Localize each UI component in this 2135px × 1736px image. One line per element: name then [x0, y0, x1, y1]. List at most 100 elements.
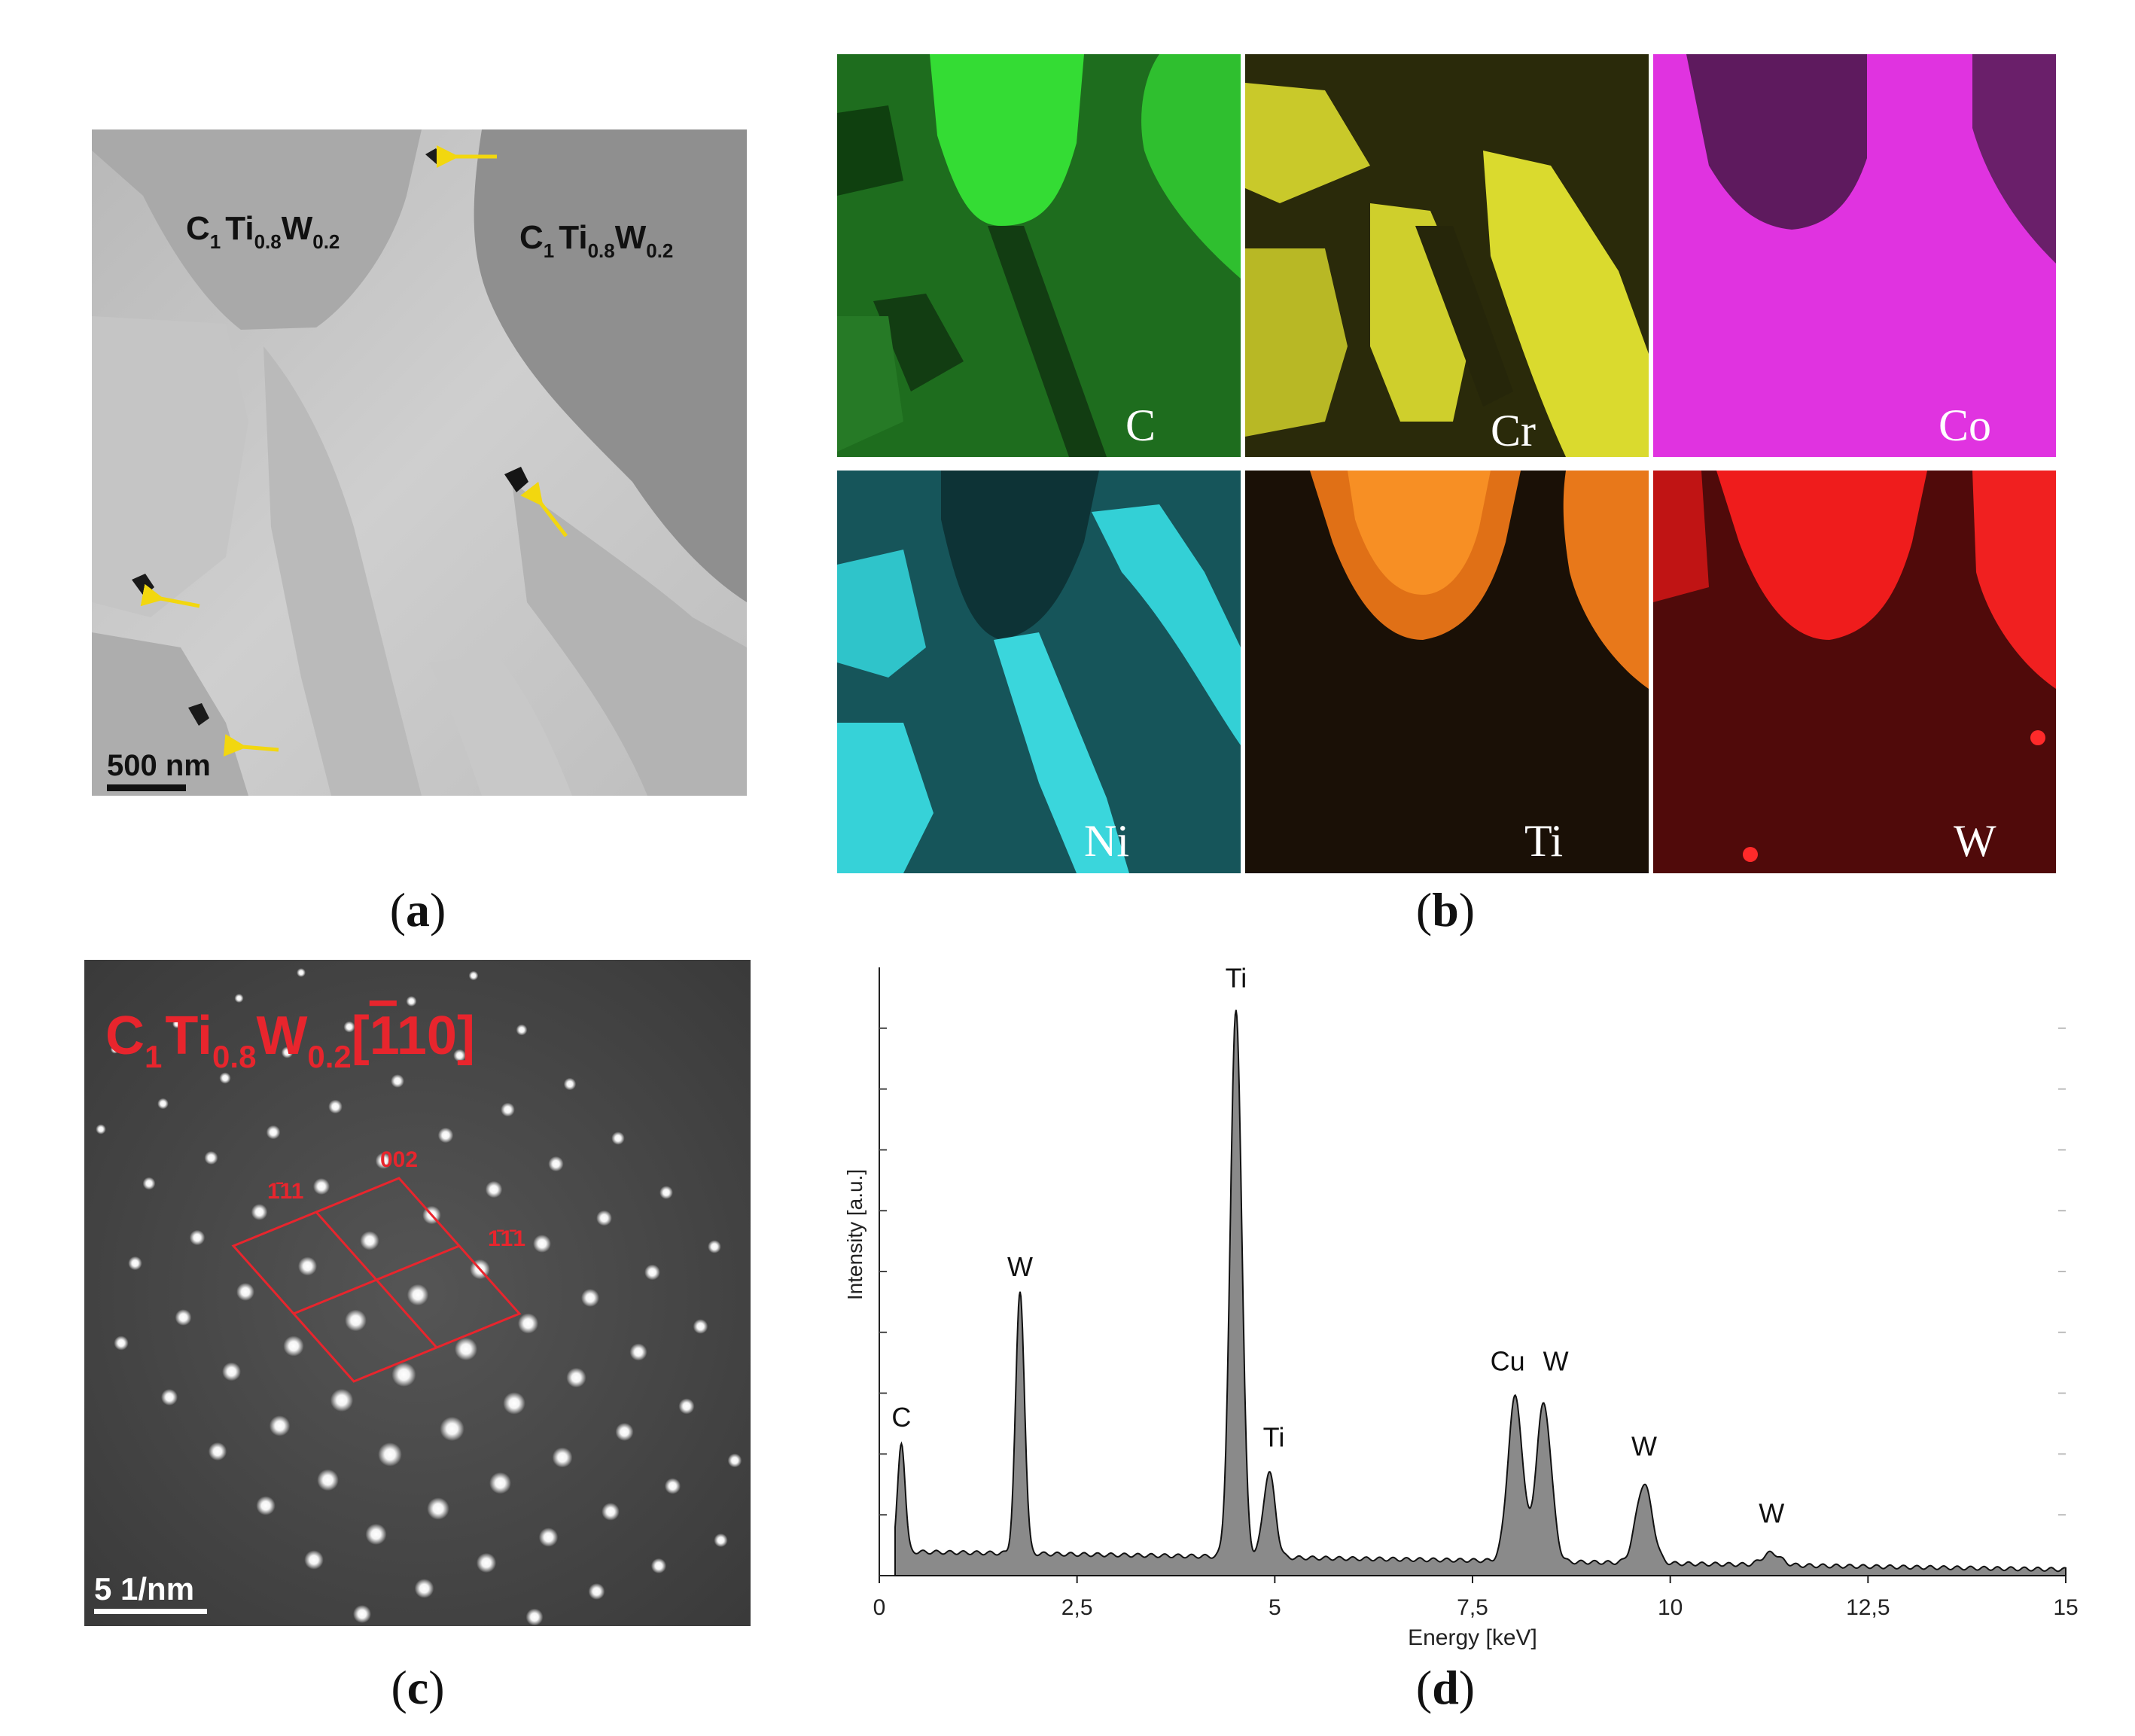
diffraction-spot	[581, 1289, 599, 1307]
diffraction-spot	[727, 1453, 742, 1468]
eds-map-ti: Ti	[1245, 471, 1649, 873]
diffraction-spot	[222, 1362, 241, 1381]
x-tick-label: 7,5	[1457, 1595, 1488, 1620]
peak-label: W	[1759, 1498, 1784, 1529]
peak-label: Ti	[1226, 963, 1247, 994]
diffraction-spot	[281, 1046, 294, 1058]
index-label: 1̄11	[267, 1179, 303, 1204]
diffraction-spot	[114, 1336, 129, 1351]
diffraction-spot	[172, 1019, 181, 1028]
arrow-indicator	[140, 583, 200, 608]
diffraction-spot	[552, 1447, 573, 1468]
diffraction-spot	[518, 1313, 538, 1334]
diffraction-spot	[615, 1423, 634, 1441]
diffraction-spot	[304, 1550, 324, 1570]
eds-map-w: W	[1653, 471, 2056, 873]
diffraction-spot	[283, 1336, 304, 1357]
element-label: Co	[1939, 400, 1991, 450]
element-label: Ti	[1524, 816, 1563, 866]
diffraction-spot	[714, 1533, 728, 1548]
diffraction-spot	[406, 996, 417, 1007]
diffraction-spot	[596, 1210, 612, 1226]
eds-spectrum-chart: 0 2,5 5 7,5 10 12,5 15 Energy [keV] Intensity [a…	[843, 963, 2079, 1651]
caption-d: (d)	[1416, 1661, 1475, 1714]
diffraction-spot	[407, 1284, 429, 1306]
spectrum-series	[894, 1010, 2066, 1576]
diffraction-spot	[111, 1045, 119, 1054]
diffraction-spot	[328, 1099, 343, 1114]
arrow-indicator	[520, 481, 568, 538]
grain-right	[474, 129, 747, 602]
diffraction-spot	[588, 1583, 605, 1600]
binder-region	[512, 482, 747, 796]
diffraction-spot	[476, 1552, 497, 1573]
panel-a: C1 Ti0.8W0.2 C1 Ti0.8W0.2 500 nm (a)	[92, 129, 747, 937]
diffraction-spot	[525, 1608, 544, 1626]
panel-d: 0 2,5 5 7,5 10 12,5 15 Energy [keV] Intensity [a…	[843, 963, 2079, 1715]
diffraction-spots	[96, 968, 742, 1626]
diffraction-spot	[455, 1338, 477, 1360]
arrow-indicator	[223, 734, 279, 757]
x-tick-label: 5	[1269, 1595, 1281, 1620]
diffraction-spot	[204, 1151, 218, 1165]
diffraction-spot	[437, 1127, 454, 1144]
diffraction-spot	[157, 1098, 169, 1110]
grain-left-top	[92, 129, 422, 330]
eds-map-c: C	[837, 54, 1241, 457]
x-tick-label: 12,5	[1846, 1595, 1890, 1620]
diffraction-spot	[563, 1077, 577, 1091]
diffraction-spot	[516, 1024, 528, 1036]
diffraction-spot	[96, 1124, 106, 1134]
diffraction-spot	[548, 1156, 564, 1172]
precipitate	[188, 703, 209, 726]
diffraction-spot	[234, 994, 244, 1003]
diffraction-spot	[602, 1503, 620, 1521]
scale-bar	[94, 1609, 207, 1614]
diffraction-spot	[611, 1131, 625, 1145]
eds-map-co: Co	[1653, 54, 2056, 457]
diffraction-spot	[175, 1309, 192, 1326]
phase-label-left: C1 Ti0.8W0.2	[186, 210, 340, 253]
diffraction-spot	[708, 1240, 721, 1253]
scale-bar	[107, 784, 186, 791]
diffraction-spot	[219, 1072, 231, 1084]
peak-label: W	[1543, 1346, 1569, 1377]
diffraction-spot	[659, 1186, 673, 1199]
caption-c: (c)	[391, 1661, 444, 1714]
diffraction-spot	[256, 1496, 276, 1515]
diffraction-spot	[269, 1415, 291, 1436]
diffraction-spot	[313, 1178, 330, 1195]
peak-label: C	[891, 1402, 911, 1433]
diffraction-spot	[330, 1388, 354, 1412]
diffraction-spot	[485, 1180, 503, 1198]
diffraction-spot	[251, 1204, 268, 1220]
diffraction-spot	[503, 1392, 525, 1415]
phase-label-right: C1 Ti0.8W0.2	[519, 219, 673, 262]
element-label: W	[1954, 816, 1996, 866]
y-axis-label: Intensity [a.u.]	[843, 1169, 866, 1300]
diffraction-spot	[365, 1524, 387, 1545]
grain-left-bottom	[92, 632, 248, 796]
diffraction-spot	[128, 1256, 142, 1271]
element-label: Ni	[1084, 816, 1129, 866]
x-tick-label: 10	[1658, 1595, 1683, 1620]
eds-map-cr: Cr	[1245, 54, 1649, 457]
diffraction-spot	[297, 968, 306, 977]
panel-b: C Cr Co Ni	[837, 54, 2056, 937]
diffraction-spot	[298, 1256, 317, 1276]
diffraction-spot	[644, 1264, 660, 1281]
diffraction-spot	[391, 1363, 416, 1387]
diffraction-spot	[378, 1442, 402, 1466]
diffraction-spot	[208, 1442, 227, 1461]
x-tick-label: 2,5	[1061, 1595, 1093, 1620]
diffraction-spot	[353, 1605, 371, 1623]
binder-strip	[263, 346, 422, 796]
diffraction-spot	[345, 1309, 367, 1332]
scale-bar-label: 5 1/nm	[94, 1571, 194, 1607]
diffraction-spot	[440, 1416, 464, 1442]
diffraction-spot	[360, 1231, 379, 1250]
grain-left-mid	[92, 316, 248, 617]
diffraction-spot	[161, 1389, 178, 1406]
peak-label: W	[1007, 1251, 1033, 1282]
